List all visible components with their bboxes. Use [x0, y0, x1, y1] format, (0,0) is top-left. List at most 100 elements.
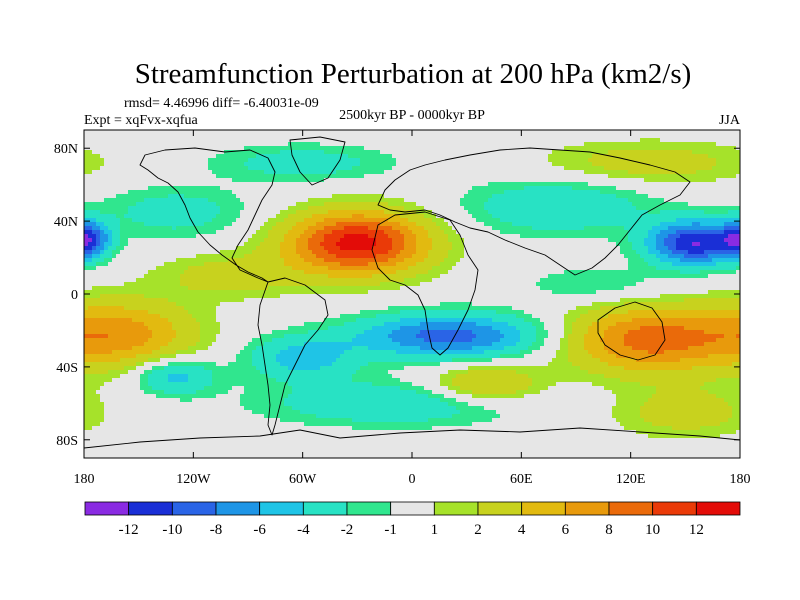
field-cell: [280, 214, 285, 219]
field-cell: [532, 178, 537, 183]
field-cell: [556, 166, 561, 171]
field-cell: [564, 158, 569, 163]
field-cell: [128, 134, 133, 139]
field-cell: [556, 206, 561, 211]
field-cell: [560, 162, 565, 167]
field-cell: [668, 174, 673, 179]
field-cell: [316, 198, 321, 203]
field-cell: [428, 158, 433, 163]
field-cell: [328, 158, 333, 163]
field-cell: [184, 130, 189, 135]
field-cell: [520, 214, 525, 219]
field-cell: [216, 214, 221, 219]
field-cell: [120, 174, 125, 179]
field-cell: [168, 194, 173, 199]
field-cell: [252, 158, 257, 163]
field-cell: [616, 142, 621, 147]
field-cell: [204, 202, 209, 207]
field-cell: [240, 234, 245, 239]
field-cell: [392, 242, 397, 247]
field-cell: [152, 154, 157, 159]
field-cell: [596, 142, 601, 147]
field-cell: [164, 250, 169, 255]
field-cell: [464, 138, 469, 143]
field-cell: [356, 242, 361, 247]
field-cell: [312, 154, 317, 159]
field-cell: [732, 138, 737, 143]
field-cell: [316, 238, 321, 243]
field-cell: [256, 154, 261, 159]
field-cell: [588, 198, 593, 203]
field-cell: [640, 238, 645, 243]
field-cell: [520, 130, 525, 135]
field-cell: [316, 214, 321, 219]
field-cell: [640, 170, 645, 175]
field-cell: [352, 150, 357, 155]
field-cell: [140, 222, 145, 227]
field-cell: [296, 150, 301, 155]
field-cell: [676, 174, 681, 179]
field-cell: [324, 242, 329, 247]
field-cell: [320, 190, 325, 195]
field-cell: [500, 198, 505, 203]
field-cell: [284, 174, 289, 179]
field-cell: [212, 174, 217, 179]
field-cell: [264, 226, 269, 231]
field-cell: [492, 182, 497, 187]
field-cell: [356, 182, 361, 187]
field-cell: [568, 214, 573, 219]
field-cell: [384, 198, 389, 203]
field-cell: [576, 174, 581, 179]
field-cell: [372, 214, 377, 219]
field-cell: [564, 206, 569, 211]
field-cell: [620, 218, 625, 223]
field-cell: [724, 246, 729, 251]
field-cell: [176, 226, 181, 231]
field-cell: [608, 206, 613, 211]
field-cell: [372, 158, 377, 163]
field-cell: [732, 170, 737, 175]
field-cell: [292, 230, 297, 235]
field-cell: [120, 166, 125, 171]
field-cell: [420, 150, 425, 155]
field-cell: [492, 170, 497, 175]
field-cell: [540, 222, 545, 227]
field-cell: [92, 198, 97, 203]
field-cell: [616, 146, 621, 151]
field-cell: [700, 218, 705, 223]
field-cell: [728, 142, 733, 147]
field-cell: [184, 182, 189, 187]
field-cell: [216, 162, 221, 167]
field-cell: [180, 174, 185, 179]
field-cell: [464, 194, 469, 199]
field-cell: [332, 206, 337, 211]
field-cell: [236, 162, 241, 167]
field-cell: [492, 146, 497, 151]
field-cell: [428, 146, 433, 151]
field-cell: [652, 194, 657, 199]
field-cell: [684, 206, 689, 211]
field-cell: [376, 170, 381, 175]
field-cell: [240, 250, 245, 255]
field-cell: [192, 174, 197, 179]
field-cell: [680, 154, 685, 159]
field-cell: [636, 166, 641, 171]
field-cell: [212, 234, 217, 239]
field-cell: [240, 230, 245, 235]
field-cell: [668, 166, 673, 171]
field-cell: [556, 134, 561, 139]
field-cell: [296, 142, 301, 147]
field-cell: [388, 130, 393, 135]
field-cell: [488, 162, 493, 167]
field-cell: [668, 210, 673, 215]
field-cell: [412, 206, 417, 211]
field-cell: [480, 214, 485, 219]
field-cell: [548, 190, 553, 195]
field-cell: [312, 230, 317, 235]
field-cell: [424, 158, 429, 163]
field-cell: [356, 210, 361, 215]
field-cell: [308, 218, 313, 223]
field-cell: [528, 178, 533, 183]
field-cell: [392, 218, 397, 223]
field-cell: [672, 242, 677, 247]
